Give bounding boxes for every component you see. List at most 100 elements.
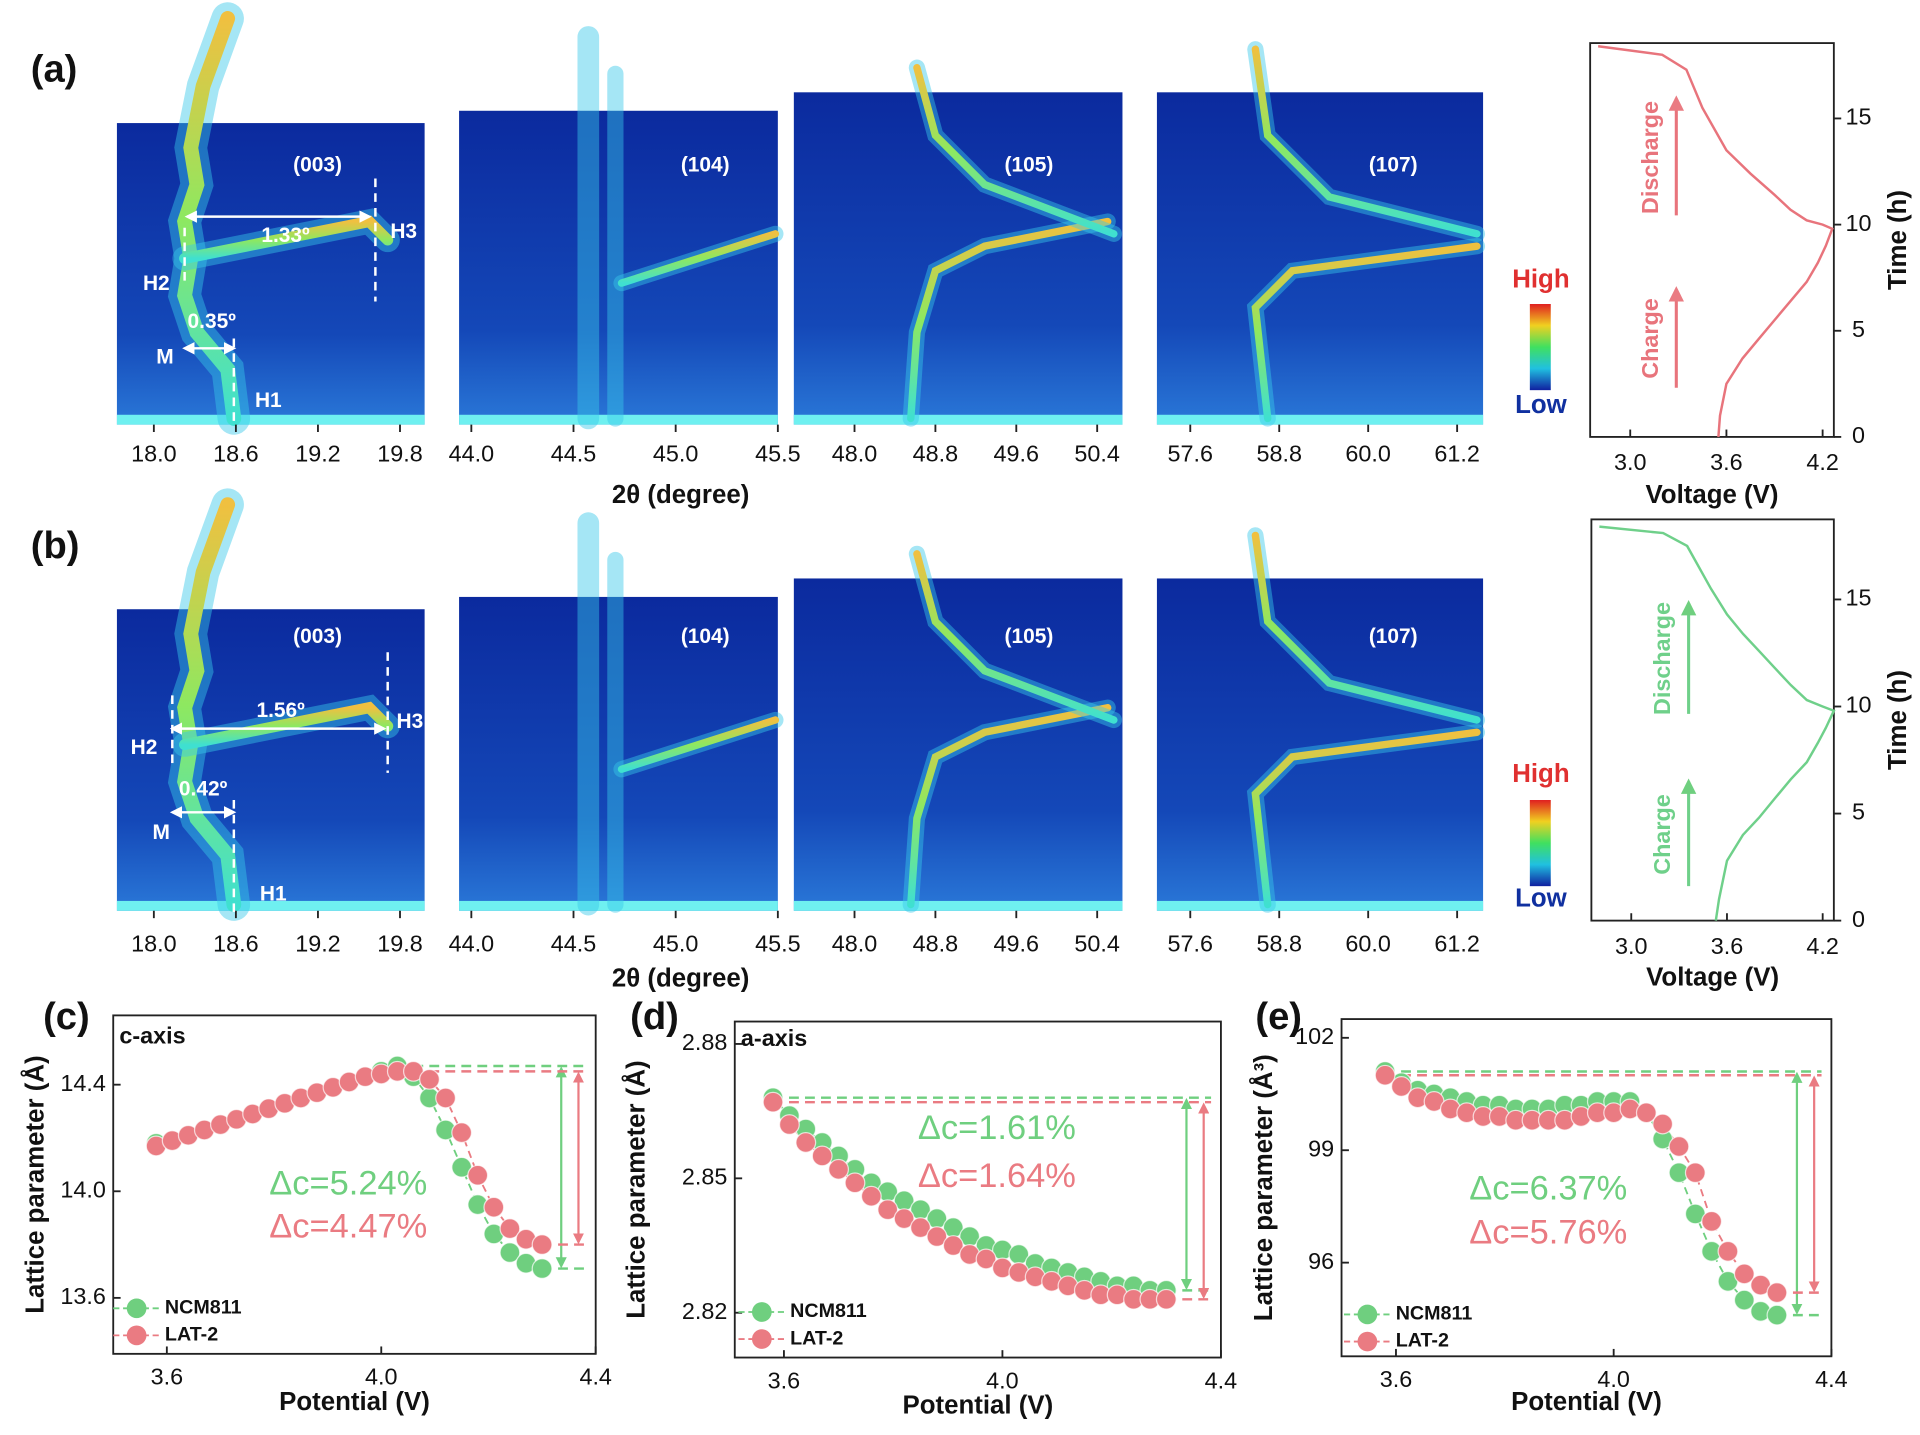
surface-plot [793,59,1123,427]
panel-label: (a) [31,47,78,90]
data-point [811,1145,833,1167]
axis-name: c-axis [119,1023,185,1049]
legend-marker [1357,1331,1378,1352]
ridge [617,716,780,773]
curve [1599,525,1836,921]
data-point [1684,1162,1706,1184]
x-tick-label: 19.8 [377,441,423,467]
y-axis-title: Time (h) [1884,670,1912,770]
panel-label: (c) [43,995,90,1038]
y-tick-label: 15 [1845,104,1871,130]
x-tick-label: 18.6 [213,441,258,467]
surface-base [1156,900,1484,911]
surface-plot [1156,527,1486,913]
peak-label: (104) [681,154,730,177]
legend-label: NCM811 [1396,1303,1473,1325]
x-tick-label: 3.6 [1711,933,1744,959]
x-tick-label: 4.0 [365,1364,398,1390]
ridge [913,550,1118,724]
x-tick-label: 44.5 [551,930,597,956]
data-point [1701,1210,1723,1232]
legend-marker [1357,1304,1378,1325]
surface-plot [459,26,784,430]
x-axis-title: Potential (V) [1511,1388,1662,1416]
delta-annotation: Δc=5.24% [269,1164,427,1202]
legend-label: LAT-2 [790,1327,843,1349]
data-point [531,1234,553,1256]
y-axis-title: Lattice parameter (Å³) [1249,1054,1278,1321]
delta-annotation: Δc=1.64% [918,1157,1076,1195]
annotation: 1.56º [256,699,305,722]
peak-label: (105) [1005,154,1054,177]
x-tick-label: 45.0 [653,441,699,467]
y-axis-title: Lattice parameter (Å) [21,1055,50,1313]
plot-frame [112,1014,597,1355]
peak-label: (107) [1369,154,1418,177]
colorbar-high: High [1512,265,1569,293]
y-tick-label: 10 [1845,210,1871,236]
data-point [1766,1282,1788,1304]
data-point [926,1226,948,1248]
x-tick-label: 4.2 [1806,449,1839,475]
surface [116,609,425,911]
surface-base [116,414,425,425]
data-point [531,1258,553,1280]
x-axis-title: Potential (V) [903,1392,1054,1420]
y-tick-label: 0 [1852,422,1865,448]
annotation: 1.33º [261,224,310,247]
surface-base [1156,414,1484,425]
data-point [499,1242,521,1264]
peak-label: (104) [681,625,730,648]
x-tick-label: 48.0 [832,930,878,956]
x-tick-label: 60.0 [1345,930,1390,956]
panel-label: (d) [630,995,679,1038]
x-tick-label: 57.6 [1168,441,1214,467]
x-tick-label: 18.0 [131,930,177,956]
data-point [1635,1102,1657,1124]
x-axis-title: Voltage (V) [1646,963,1779,991]
data-point [419,1068,440,1090]
data-point [1668,1136,1690,1157]
data-point [1155,1288,1177,1310]
data-point [762,1091,784,1113]
y-axis-title: Lattice parameter (Å) [621,1060,650,1318]
x-tick-label: 58.8 [1256,930,1302,956]
surface-plot [459,512,784,916]
peak-label: (105) [1005,625,1054,648]
colorbar-low: Low [1515,391,1568,419]
ridge [907,703,1112,909]
colorbar-low: Low [1515,885,1568,913]
ridge [913,63,1118,238]
x-tick-label: 61.2 [1434,441,1480,467]
axis-name: a-axis [741,1025,807,1051]
data-point [778,1114,800,1136]
x-tick-label: 4.4 [579,1364,612,1390]
y-tick-label: 96 [1308,1248,1334,1274]
x-tick-label: 3.0 [1614,449,1647,475]
ridge [1251,728,1481,909]
annotation: Discharge [1649,602,1675,715]
x-tick-label: 45.0 [653,930,699,956]
surface-plot [116,488,425,921]
peak-label: (003) [293,154,342,177]
data-point [942,1235,964,1256]
x-tick-label: 45.5 [755,930,801,956]
x-tick-label: 4.4 [1815,1366,1848,1392]
x-tick-label: 50.4 [1074,930,1120,956]
y-axis-title: Time (h) [1884,190,1912,290]
data-point [451,1122,473,1144]
x-tick-label: 19.8 [377,930,423,956]
ridge [907,217,1112,423]
x-tick-label: 19.2 [295,441,341,467]
colorbar-high: High [1512,760,1569,788]
peak-label: (107) [1369,625,1418,648]
y-tick-label: 5 [1852,799,1865,825]
data-point [844,1172,866,1194]
annotation: H1 [260,882,287,905]
annotation: 0.42º [179,778,228,801]
x-tick-label: 3.6 [151,1364,184,1390]
x-tick-label: 44.0 [449,441,495,467]
x-tick-label: 60.0 [1345,441,1390,467]
x-tick-label: 4.4 [1205,1367,1238,1393]
surface-base [793,414,1123,425]
